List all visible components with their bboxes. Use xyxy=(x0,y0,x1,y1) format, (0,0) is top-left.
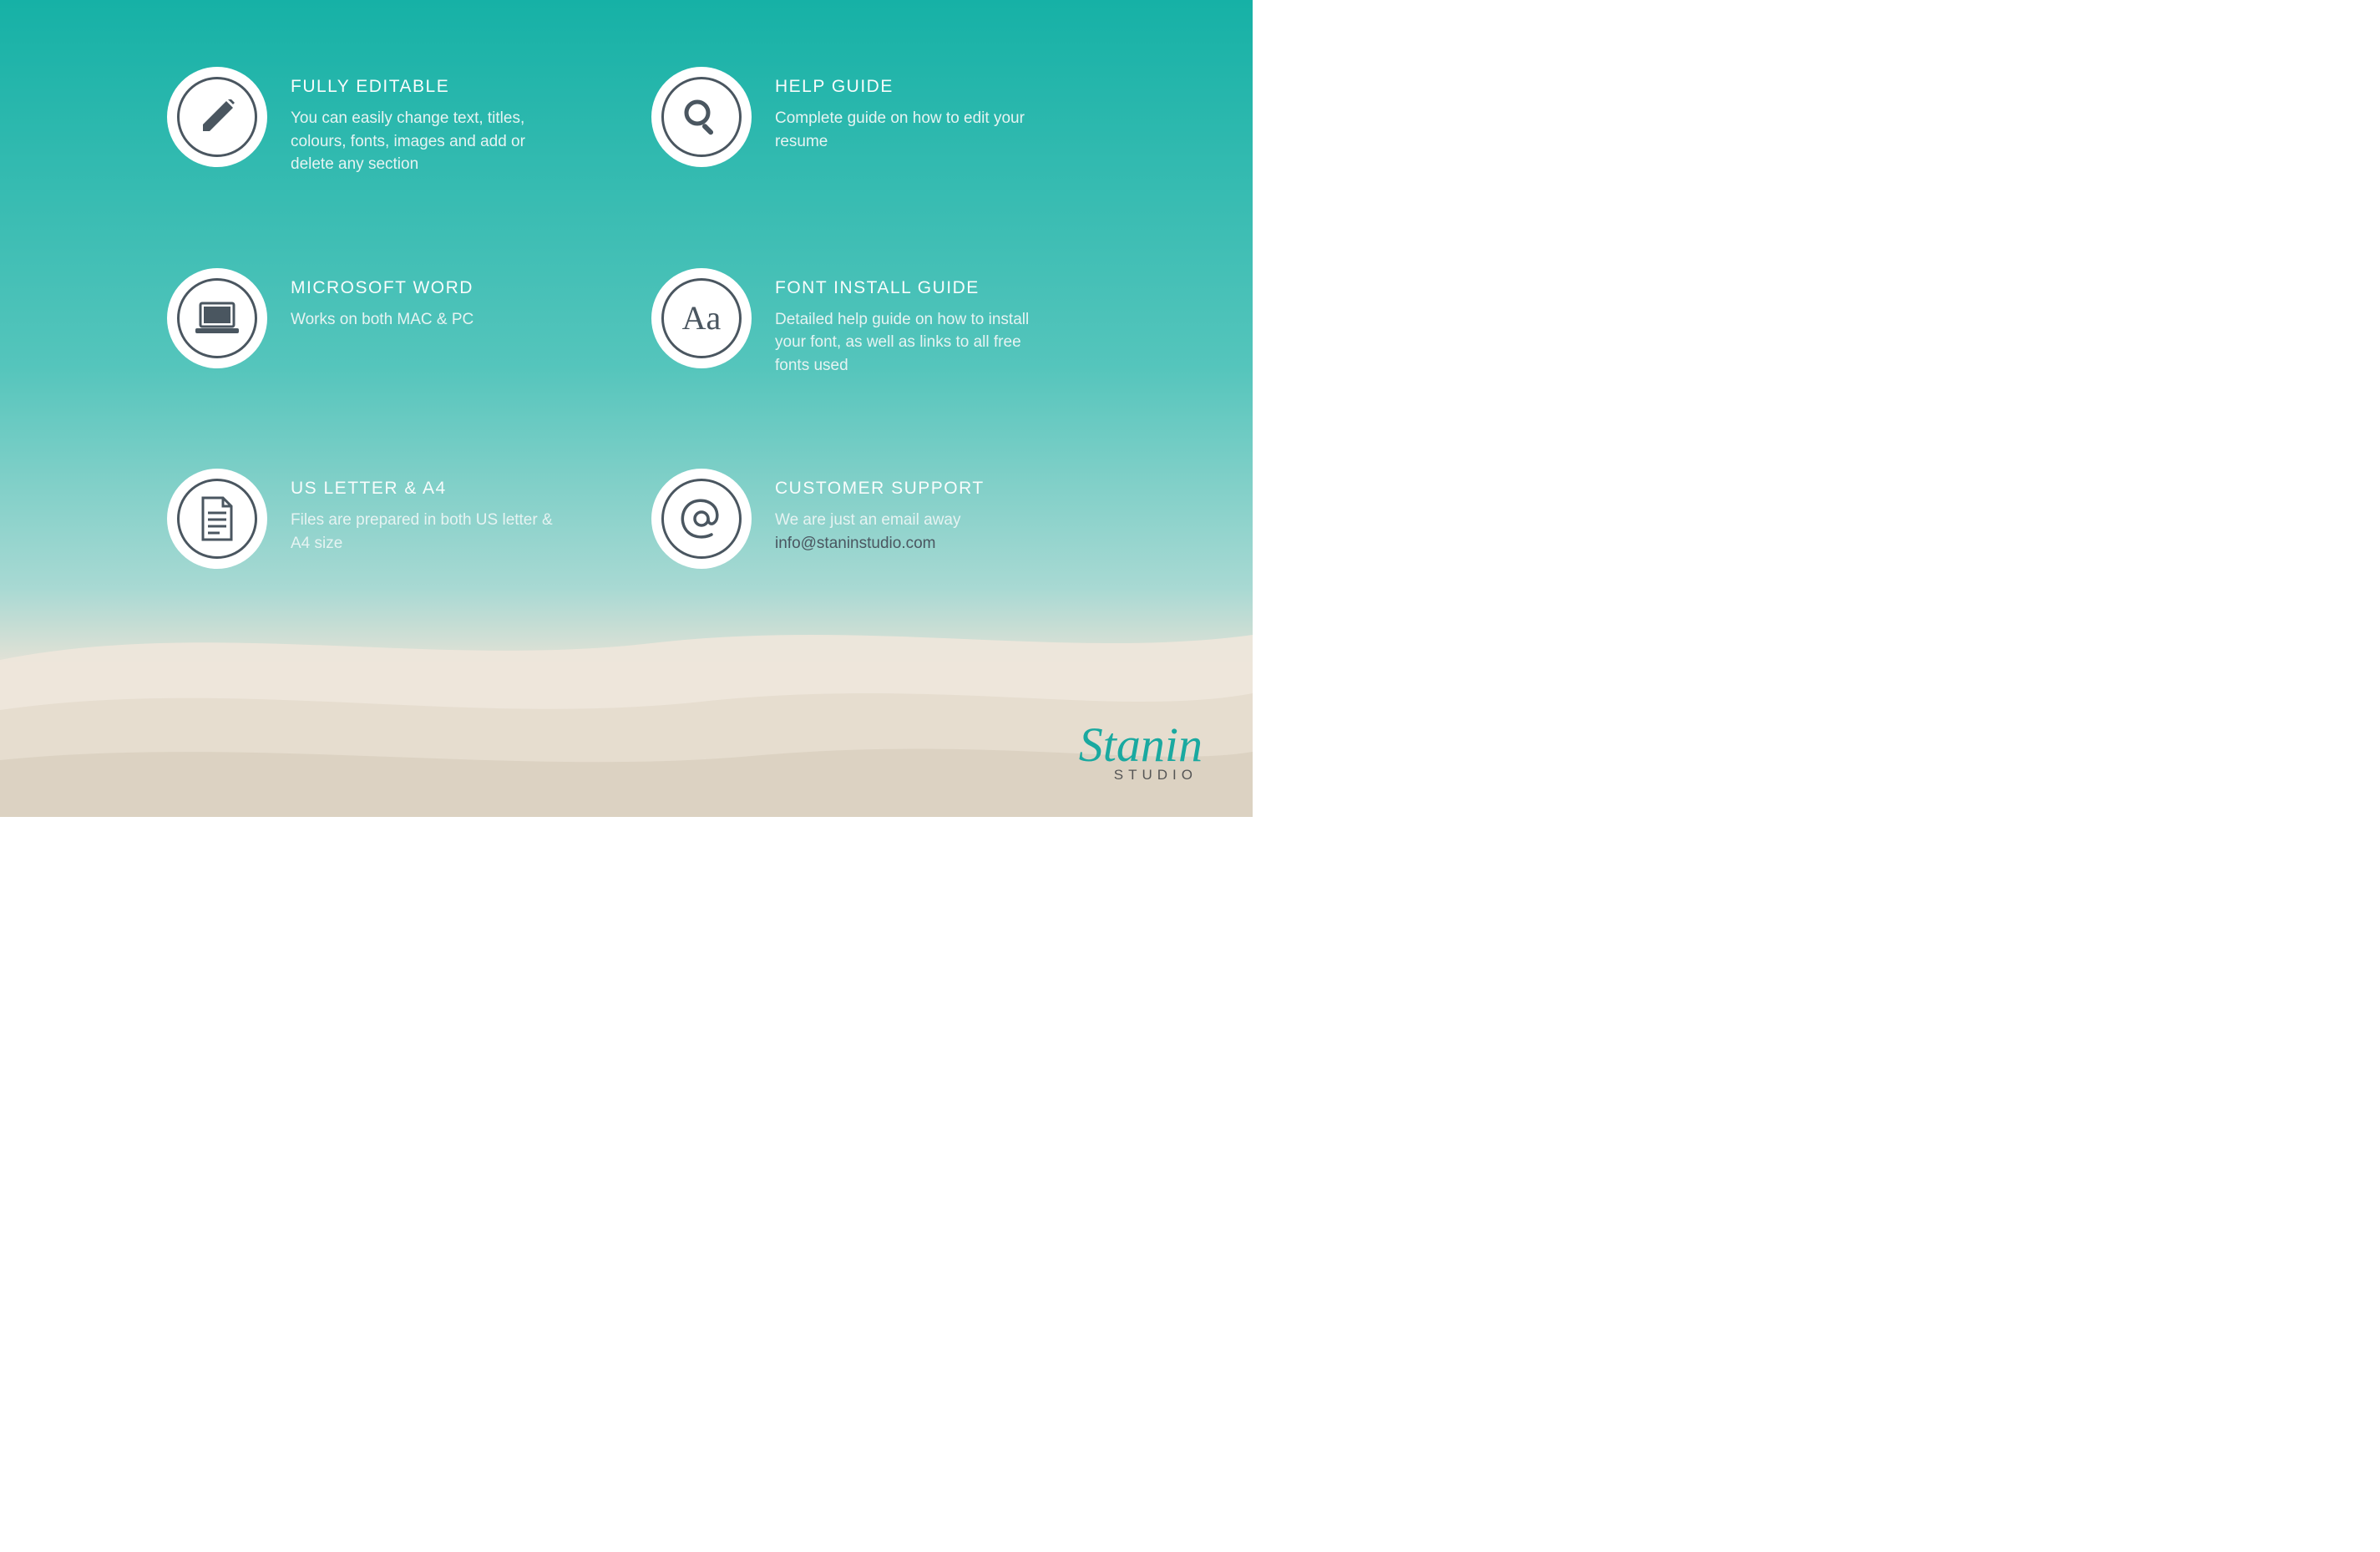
magnifier-icon xyxy=(651,67,752,167)
feature-fully-editable: FULLY EDITABLE You can easily change tex… xyxy=(167,67,601,176)
feature-desc: We are just an email away info@staninstu… xyxy=(775,509,985,555)
feature-desc: You can easily change text, titles, colo… xyxy=(291,107,566,176)
feature-microsoft-word: MICROSOFT WORD Works on both MAC & PC xyxy=(167,268,601,378)
laptop-icon xyxy=(167,268,267,368)
feature-title: MICROSOFT WORD xyxy=(291,278,473,298)
features-grid: FULLY EDITABLE You can easily change tex… xyxy=(0,0,1253,569)
feature-desc: Works on both MAC & PC xyxy=(291,308,473,332)
pencil-icon xyxy=(167,67,267,167)
feature-desc: Complete guide on how to edit your resum… xyxy=(775,107,1051,153)
feature-title: FONT INSTALL GUIDE xyxy=(775,278,1051,298)
feature-us-letter-a4: US LETTER & A4 Files are prepared in bot… xyxy=(167,469,601,569)
feature-title: FULLY EDITABLE xyxy=(291,77,566,97)
feature-title: HELP GUIDE xyxy=(775,77,1051,97)
feature-desc: Files are prepared in both US letter & A… xyxy=(291,509,566,555)
at-sign-icon xyxy=(651,469,752,569)
document-icon xyxy=(167,469,267,569)
feature-desc: Detailed help guide on how to install yo… xyxy=(775,308,1051,378)
support-email: info@staninstudio.com xyxy=(775,535,936,552)
brand-logo: Stanin STUDIO xyxy=(1079,724,1203,784)
font-aa-icon: Aa xyxy=(651,268,752,368)
feature-customer-support: CUSTOMER SUPPORT We are just an email aw… xyxy=(651,469,1086,569)
feature-title: CUSTOMER SUPPORT xyxy=(775,479,985,499)
feature-help-guide: HELP GUIDE Complete guide on how to edit… xyxy=(651,67,1086,176)
feature-title: US LETTER & A4 xyxy=(291,479,566,499)
logo-script: Stanin xyxy=(1079,724,1203,765)
feature-font-install-guide: Aa FONT INSTALL GUIDE Detailed help guid… xyxy=(651,268,1086,378)
